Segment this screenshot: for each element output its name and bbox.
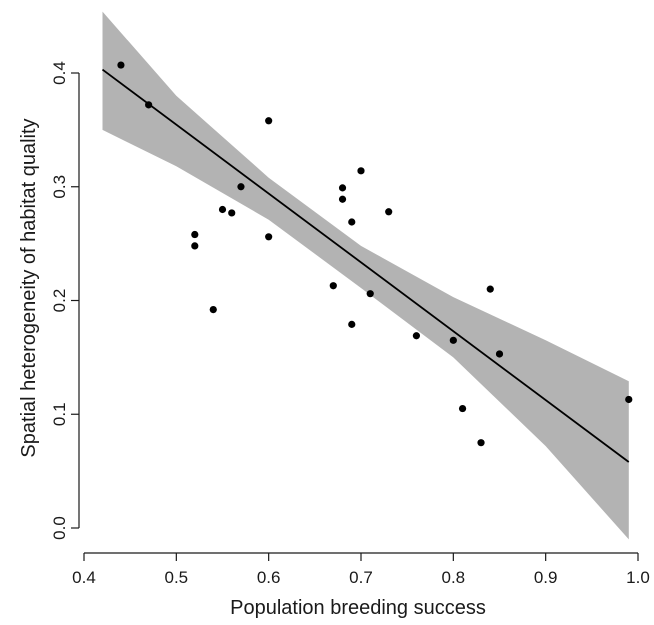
data-point: [117, 61, 125, 69]
data-point: [486, 285, 494, 293]
regression-line: [101, 68, 630, 463]
data-point: [191, 230, 199, 239]
x-tick-label: 1.0: [626, 568, 650, 587]
data-point: [218, 205, 227, 214]
y-tick-label: 0.4: [50, 61, 69, 85]
x-tick-label: 0.7: [349, 568, 373, 587]
data-point: [357, 167, 365, 175]
x-tick-label: 0.6: [257, 568, 281, 587]
confidence-band: [102, 11, 629, 540]
data-point: [237, 183, 245, 191]
data-point: [338, 184, 347, 192]
y-axis-title: Spatial heterogeneity of habitat quality: [18, 118, 40, 457]
data-point: [228, 209, 236, 217]
data-point: [329, 282, 337, 290]
x-tick-label: 0.9: [534, 568, 558, 587]
data-point: [449, 336, 457, 344]
data-point: [348, 320, 356, 328]
data-point: [265, 233, 273, 241]
points-layer: [117, 61, 633, 447]
data-point: [412, 332, 420, 340]
y-tick-label: 0.0: [50, 516, 69, 540]
y-tick-label: 0.3: [50, 175, 69, 199]
fit-line-layer: [101, 68, 630, 463]
data-point: [348, 218, 356, 226]
data-point: [338, 195, 347, 203]
data-point: [366, 290, 374, 298]
data-point: [265, 117, 273, 125]
x-tick-label: 0.8: [442, 568, 466, 587]
y-tick-label: 0.1: [50, 402, 69, 426]
data-point: [191, 242, 199, 250]
data-point: [145, 101, 153, 109]
data-point: [495, 350, 504, 358]
x-tick-label: 0.5: [165, 568, 189, 587]
x-axis-title: Population breeding success: [230, 597, 486, 619]
data-point: [458, 404, 467, 413]
x-axis: 0.4 0.5 0.6 0.7 0.8 0.9 1.0: [72, 552, 650, 587]
data-point: [477, 439, 485, 447]
data-point: [625, 395, 633, 404]
y-axis: 0.0 0.1 0.2 0.3 0.4: [50, 61, 80, 540]
data-point: [385, 208, 393, 216]
data-point: [209, 306, 217, 314]
x-tick-label: 0.4: [72, 568, 96, 587]
y-tick-label: 0.2: [50, 289, 69, 313]
confidence-band-layer: [102, 11, 629, 540]
